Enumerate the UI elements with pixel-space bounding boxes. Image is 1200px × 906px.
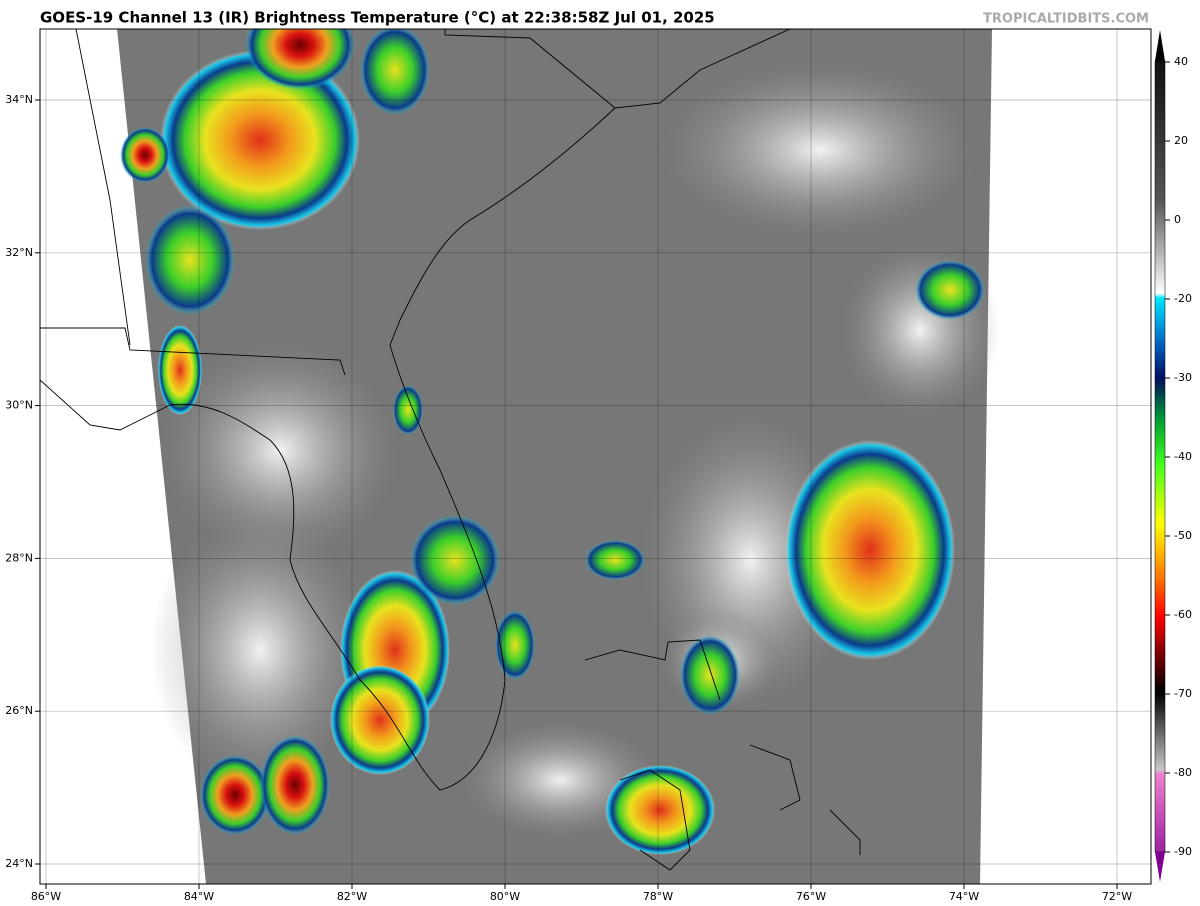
latitude-label: 24°N	[5, 857, 33, 870]
longitude-label: 76°W	[796, 890, 826, 903]
longitude-label: 82°W	[337, 890, 367, 903]
map	[40, 29, 1151, 884]
map-frame	[39, 28, 1152, 885]
colorbar-tick-label: 40	[1174, 55, 1188, 68]
latitude-label: 30°N	[5, 399, 33, 412]
latitude-label: 28°N	[5, 551, 33, 564]
colorbar-tick-label: -70	[1174, 687, 1192, 700]
latitude-label: 34°N	[5, 93, 33, 106]
colorbar	[1154, 60, 1166, 853]
colorbar-tick-label: -80	[1174, 766, 1192, 779]
colorbar-tick-label: -90	[1174, 845, 1192, 858]
colorbar-tick-label: -50	[1174, 529, 1192, 542]
longitude-label: 72°W	[1102, 890, 1132, 903]
latitude-label: 26°N	[5, 704, 33, 717]
longitude-label: 84°W	[184, 890, 214, 903]
longitude-label: 86°W	[31, 890, 61, 903]
colorbar-tick-label: -40	[1174, 450, 1192, 463]
colorbar-tick-label: -60	[1174, 608, 1192, 621]
graticule	[40, 29, 1151, 884]
longitude-label: 80°W	[490, 890, 520, 903]
watermark: TROPICALTIDBITS.COM	[983, 12, 1149, 27]
colorbar-tick-label: -30	[1174, 371, 1192, 384]
colorbar-tick-label: -20	[1174, 292, 1192, 305]
colorbar-top-arrow	[1155, 30, 1165, 61]
longitude-label: 78°W	[643, 890, 673, 903]
colorbar-bottom-arrow	[1155, 852, 1165, 882]
colorbar-tick-label: 0	[1174, 213, 1181, 226]
storm-cells	[120, 29, 985, 855]
coastlines	[40, 29, 861, 871]
colorbar-tick-label: 20	[1174, 134, 1188, 147]
title: GOES-19 Channel 13 (IR) Brightness Tempe…	[40, 9, 715, 27]
longitude-label: 74°W	[949, 890, 979, 903]
latitude-label: 32°N	[5, 246, 33, 259]
